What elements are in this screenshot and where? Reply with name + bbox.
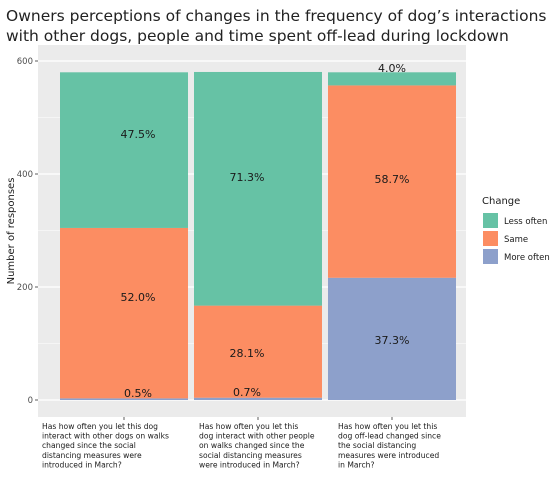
x-category-label: Has how often you let this (199, 422, 298, 431)
x-category-label: were introduced in March? (199, 460, 300, 469)
bar-segment (328, 277, 456, 400)
x-category-label: dog off-lead changed since (338, 432, 441, 441)
data-label: 58.7% (375, 173, 410, 186)
bar-segment (194, 305, 322, 398)
data-label: 37.3% (375, 334, 410, 347)
data-label: 4.0% (378, 62, 406, 75)
y-tick-label: 0 (28, 396, 33, 406)
legend-key (483, 249, 498, 264)
x-category-label: social distancing measures (199, 451, 302, 460)
x-category-label: distancing measures were (42, 451, 142, 460)
legend-item-label: More often (504, 253, 550, 263)
x-category-label: measures were introduced (338, 451, 439, 460)
x-category-label: Has how often you let this (338, 422, 437, 431)
bar-segment (328, 85, 456, 278)
data-label: 71.3% (230, 171, 265, 184)
y-tick-label: 400 (17, 170, 33, 180)
x-category-label: dog interact with other people (199, 432, 315, 441)
chart-title-line-2: with other dogs, people and time spent o… (6, 27, 509, 45)
y-tick-label: 200 (17, 283, 33, 293)
bars: 0.5% 52.0% 47.5% 0.7% 28.1% 71.3% 37.3% 58.7% 4.… (60, 62, 456, 400)
y-axis: 0 200 400 600 (17, 57, 38, 406)
x-category-label: in March? (338, 460, 375, 469)
legend: Less often Same More often (483, 213, 550, 264)
bar-segment (60, 398, 188, 400)
x-category-label: changed since the social (42, 441, 136, 450)
data-label: 52.0% (121, 291, 156, 304)
bar-segment (194, 71, 322, 306)
bar-segment (60, 227, 188, 399)
y-axis-label: Number of responses (6, 178, 17, 285)
x-category-label: Has how often you let this dog (42, 422, 158, 431)
legend-item-label: Same (504, 235, 528, 245)
data-label: 0.7% (233, 386, 261, 399)
bar-segment (60, 72, 188, 228)
bar-segment (194, 397, 322, 400)
data-label: 47.5% (121, 128, 156, 141)
legend-item-label: Less often (504, 217, 547, 227)
legend-key (483, 213, 498, 228)
x-category-label: the social distancing (338, 441, 416, 450)
chart-title-line-1: Owners perceptions of changes in the fre… (6, 7, 546, 25)
legend-title: Change (482, 196, 520, 207)
data-label: 0.5% (124, 387, 152, 400)
x-category-label: on walks changed since the (199, 441, 305, 450)
legend-key (483, 231, 498, 246)
x-category-label: interact with other dogs on walks (42, 432, 169, 441)
x-category-label: introduced in March? (42, 460, 122, 469)
bar-segment (328, 72, 456, 86)
data-label: 28.1% (230, 347, 265, 360)
y-tick-label: 600 (17, 57, 33, 67)
